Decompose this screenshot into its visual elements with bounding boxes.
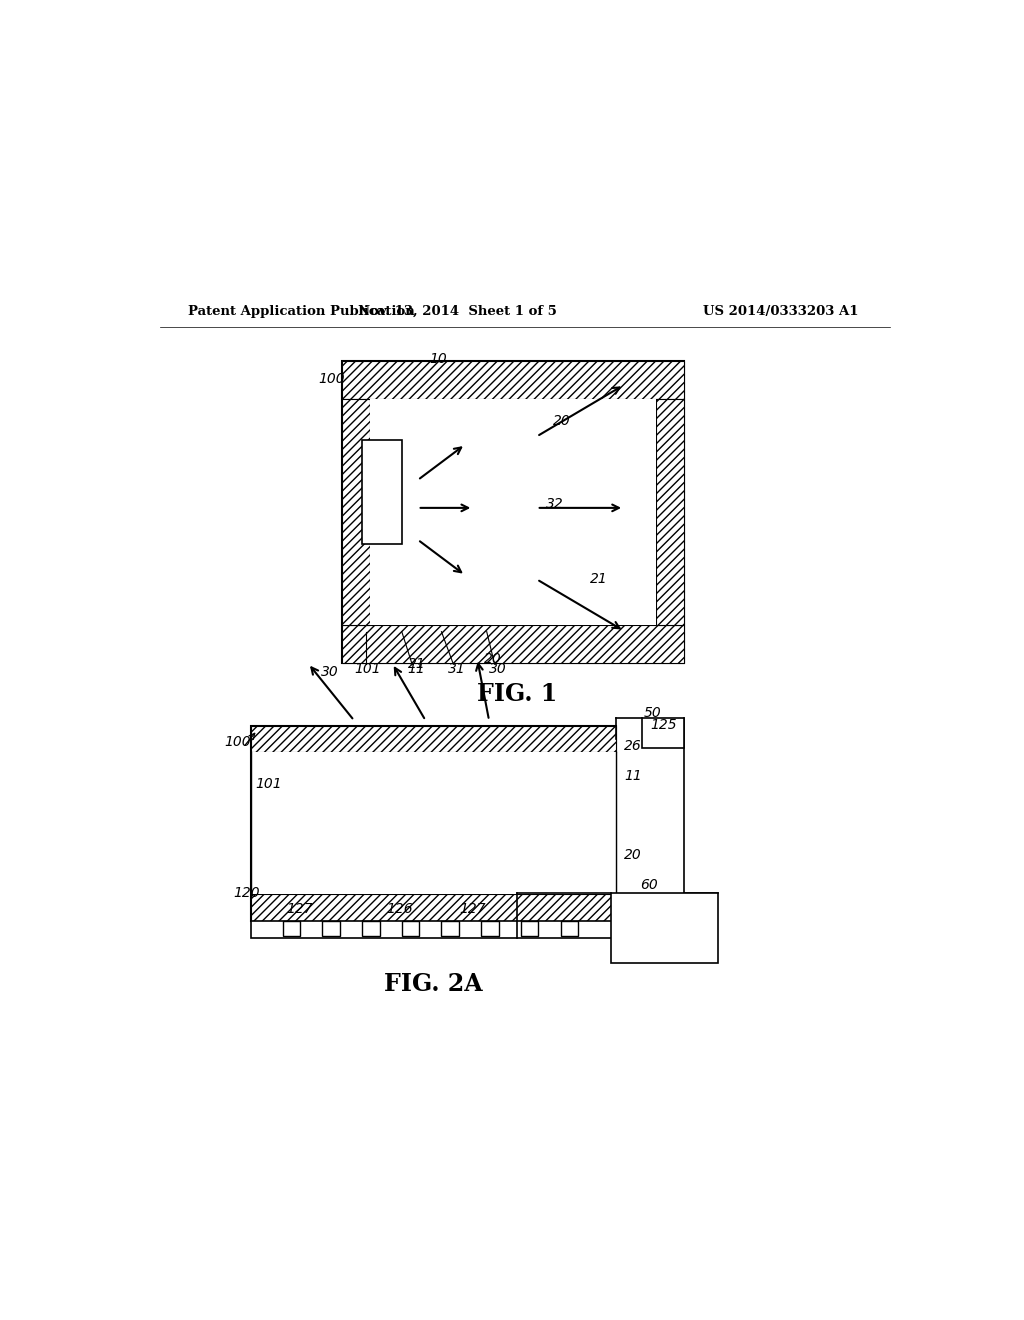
Text: 100: 100 — [225, 735, 252, 748]
Bar — [251, 726, 616, 752]
Bar — [656, 399, 684, 624]
Bar — [521, 920, 539, 936]
Bar — [283, 920, 300, 936]
Bar — [251, 920, 616, 939]
Text: Patent Application Publication: Patent Application Publication — [187, 305, 415, 318]
Bar — [481, 920, 499, 936]
Text: 101: 101 — [354, 663, 381, 676]
Text: 20: 20 — [483, 652, 502, 665]
Text: 20: 20 — [624, 849, 642, 862]
Text: 60: 60 — [640, 878, 657, 892]
Text: 26: 26 — [624, 739, 642, 752]
Bar — [362, 920, 380, 936]
Text: 30: 30 — [321, 665, 339, 680]
Text: 127: 127 — [460, 902, 486, 916]
Text: 21: 21 — [590, 573, 607, 586]
Text: 11: 11 — [408, 663, 425, 676]
Bar — [323, 920, 340, 936]
Bar — [370, 399, 656, 624]
Text: 31: 31 — [447, 663, 466, 676]
Text: 50: 50 — [644, 706, 662, 719]
Text: 21: 21 — [409, 657, 426, 671]
Text: 120: 120 — [233, 886, 260, 900]
Bar — [251, 895, 616, 920]
Text: 20: 20 — [553, 413, 570, 428]
Text: US 2014/0333203 A1: US 2014/0333203 A1 — [702, 305, 858, 318]
Text: 101: 101 — [255, 777, 282, 791]
Bar — [362, 441, 401, 544]
Bar — [342, 399, 370, 624]
Text: 30: 30 — [489, 663, 507, 676]
Bar — [401, 920, 419, 936]
Text: 126: 126 — [386, 902, 413, 916]
Text: 11: 11 — [624, 770, 642, 783]
Text: FIG. 2A: FIG. 2A — [384, 972, 483, 997]
Bar — [251, 726, 616, 920]
Text: FIG. 1: FIG. 1 — [477, 682, 557, 706]
Bar — [441, 920, 459, 936]
Text: Nov. 13, 2014  Sheet 1 of 5: Nov. 13, 2014 Sheet 1 of 5 — [358, 305, 557, 318]
Text: 32: 32 — [546, 496, 564, 511]
Text: 125: 125 — [650, 718, 677, 731]
Bar — [610, 892, 718, 962]
Bar — [560, 920, 578, 936]
Bar — [342, 362, 684, 399]
Bar — [642, 718, 684, 748]
Text: 10: 10 — [430, 351, 447, 366]
Text: 127: 127 — [287, 902, 313, 916]
Bar — [342, 362, 684, 663]
Bar — [251, 752, 616, 895]
Text: 100: 100 — [318, 372, 345, 387]
Bar — [342, 624, 684, 663]
